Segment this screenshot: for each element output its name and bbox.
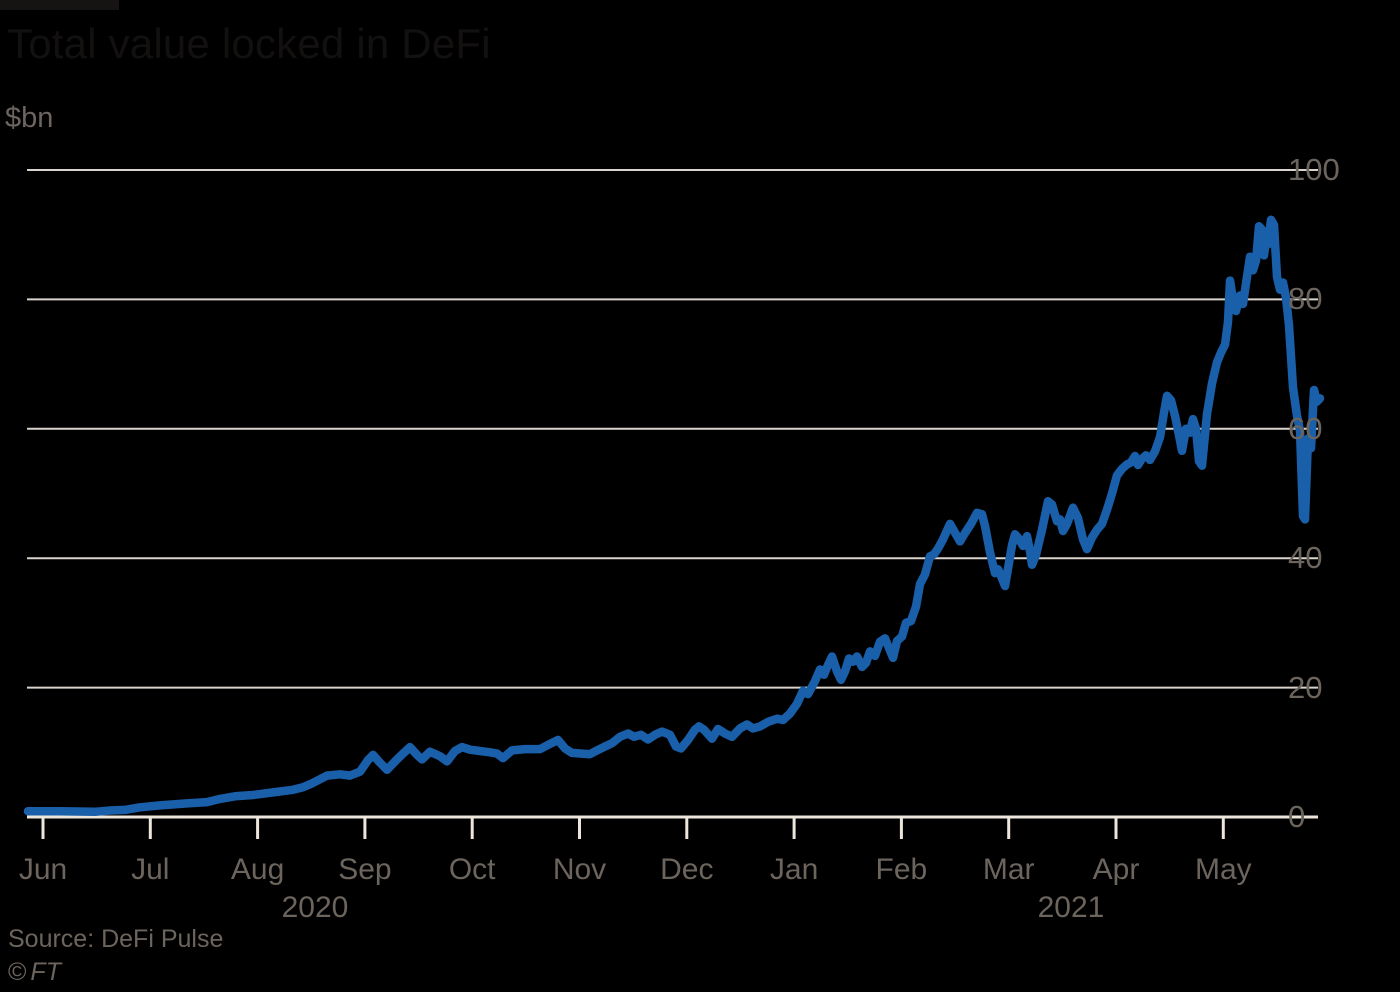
y-axis-label-60: 60 — [1288, 410, 1323, 446]
x-axis-label-feb: Feb — [875, 853, 928, 886]
unit-label: $bn — [5, 102, 54, 134]
x-axis-label-jun: Jun — [18, 853, 68, 886]
x-axis-label-mar: Mar — [982, 853, 1035, 886]
copyright-symbol: © — [8, 958, 27, 986]
ft-brand: FT — [30, 958, 61, 986]
y-axis-label-100: 100 — [1288, 152, 1340, 187]
y-axis-label-80: 80 — [1288, 281, 1323, 317]
source-credit: Source: DeFi Pulse — [8, 925, 224, 953]
kicker-bar — [0, 0, 119, 10]
chart-title: Total value locked in DeFi — [7, 20, 491, 67]
x-axis-label-dec: Dec — [660, 853, 714, 886]
x-axis-label-aug: Aug — [230, 853, 285, 886]
year-label-2020: 2020 — [281, 891, 349, 924]
y-axis-label-0: 0 — [1288, 799, 1306, 834]
series-line-0 — [23, 215, 1325, 817]
y-axis-label-40: 40 — [1288, 540, 1323, 576]
x-axis — [27, 815, 1318, 839]
x-axis-label-jan: Jan — [769, 853, 819, 886]
x-axis-label-may: May — [1194, 853, 1252, 886]
x-axis-label-jul: Jul — [131, 853, 170, 886]
ft-copyright: © FT — [8, 958, 61, 987]
x-axis-label-sep: Sep — [338, 853, 392, 886]
x-axis-label-apr: Apr — [1092, 853, 1140, 886]
x-axis-label-oct: Oct — [448, 853, 496, 886]
year-label-2021: 2021 — [1037, 891, 1105, 924]
y-axis-label-20: 20 — [1288, 669, 1323, 705]
x-axis-label-nov: Nov — [552, 853, 607, 886]
data-series — [23, 215, 1325, 817]
gridlines — [27, 169, 1318, 689]
